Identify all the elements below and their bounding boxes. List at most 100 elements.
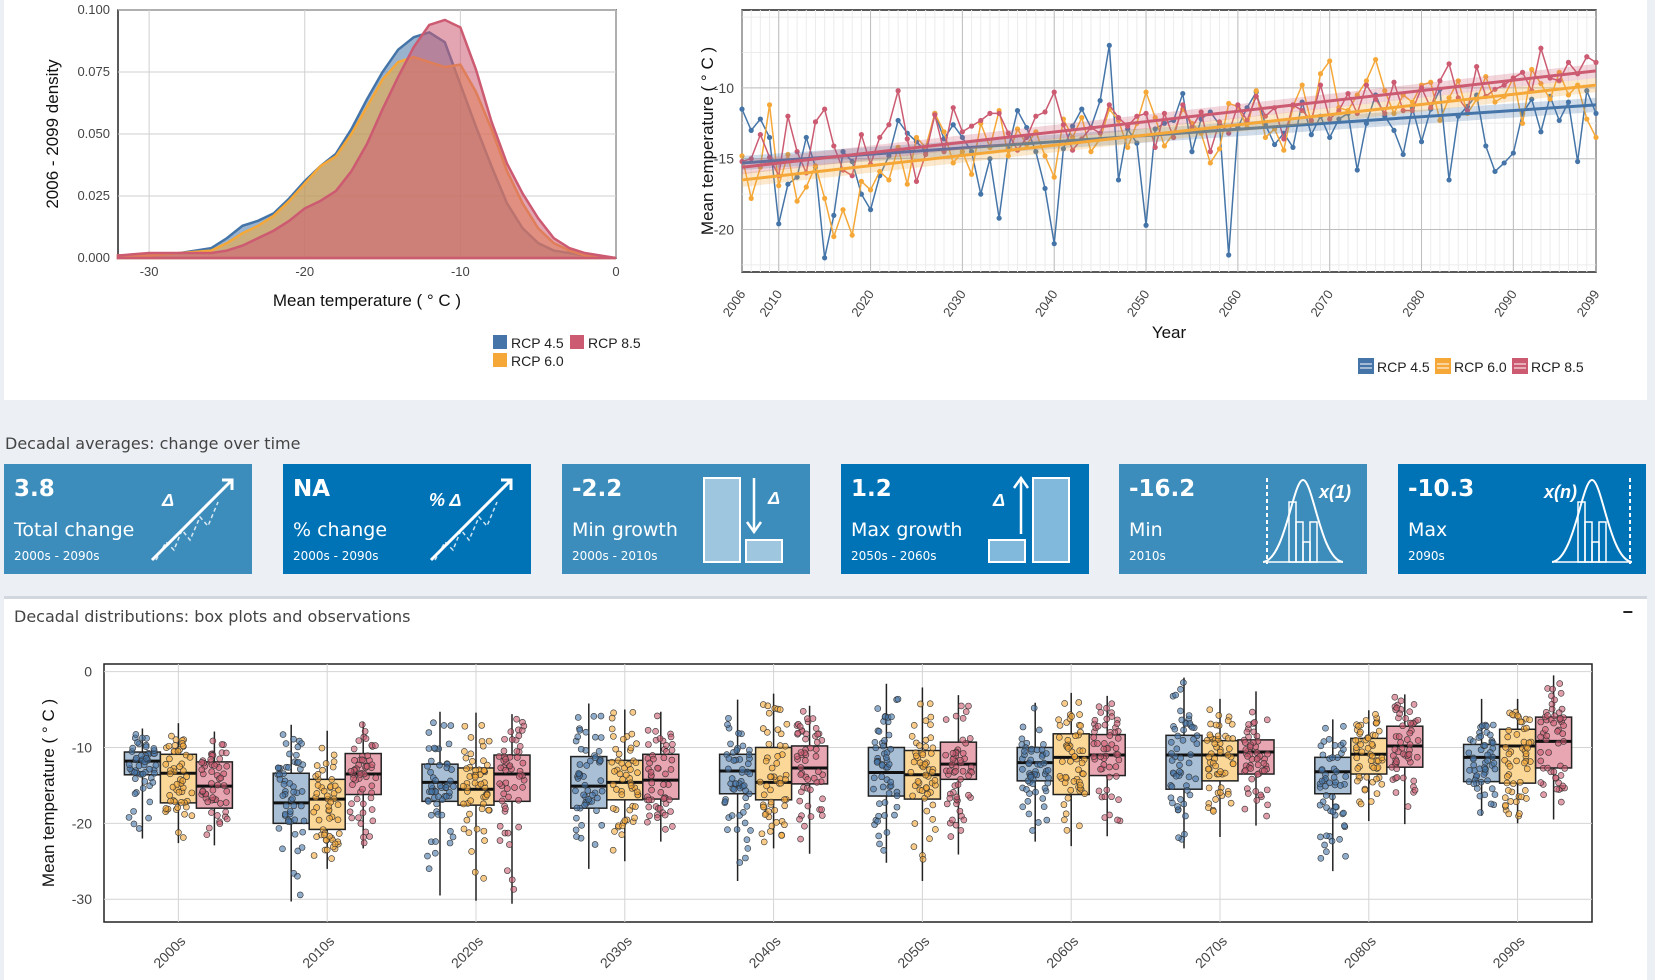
observation-point	[348, 814, 356, 822]
observation-point	[208, 809, 215, 816]
observation-point	[1253, 796, 1261, 804]
observation-point	[760, 791, 768, 799]
series-point	[1538, 129, 1544, 135]
value-box-period: 2000s - 2090s	[293, 549, 379, 563]
observation-point	[520, 722, 528, 730]
observation-point	[505, 793, 512, 801]
observation-point	[139, 785, 147, 792]
observation-point	[616, 770, 624, 778]
series-point	[1327, 116, 1333, 122]
observation-point	[1241, 739, 1249, 746]
observation-point	[1177, 686, 1184, 693]
observation-point	[1331, 742, 1339, 749]
y-tick-label: 0.075	[77, 64, 110, 79]
observation-point	[1501, 794, 1509, 801]
observation-point	[1514, 712, 1521, 720]
observation-point	[1168, 750, 1175, 757]
observation-point	[1342, 852, 1349, 860]
observation-point	[1393, 758, 1400, 765]
observation-point	[965, 702, 972, 710]
observation-point	[186, 754, 194, 761]
series-point	[1327, 58, 1333, 64]
observation-point	[746, 770, 754, 778]
observation-point	[1561, 765, 1569, 772]
observation-point	[146, 798, 154, 806]
observation-point	[1501, 756, 1508, 764]
observation-point	[328, 776, 336, 783]
observation-point	[1090, 734, 1098, 741]
observation-point	[362, 735, 370, 742]
observation-point	[1375, 727, 1383, 735]
observation-point	[1245, 721, 1252, 728]
observation-point	[1056, 773, 1064, 780]
observation-point	[763, 782, 770, 790]
series-point	[831, 143, 837, 149]
observation-point	[1244, 752, 1251, 760]
observation-point	[876, 800, 883, 808]
collapse-button[interactable]: −	[1622, 602, 1633, 622]
series-point	[1336, 107, 1342, 114]
x-tick-label: 2010s	[299, 933, 337, 971]
observation-point	[1064, 736, 1072, 744]
observation-point	[356, 771, 364, 778]
observation-point	[888, 713, 895, 721]
observation-point	[771, 806, 779, 814]
observation-point	[480, 757, 487, 764]
observation-point	[959, 715, 967, 722]
observation-point	[181, 810, 188, 818]
series-point	[1455, 78, 1461, 84]
observation-point	[1402, 715, 1409, 722]
observation-point	[608, 714, 616, 722]
observation-point	[929, 768, 936, 776]
decadal-distributions-panel: Decadal distributions: box plots and obs…	[4, 596, 1647, 980]
series-point	[1538, 81, 1544, 87]
observation-point	[910, 721, 918, 729]
observation-point	[286, 750, 293, 758]
observation-point	[329, 763, 337, 771]
observation-point	[645, 741, 652, 748]
observation-point	[1316, 801, 1324, 809]
observation-point	[1544, 764, 1551, 772]
value-box-value: -16.2	[1129, 476, 1196, 502]
value-box-max: -10.3 Max 2090s x(n)	[1398, 464, 1646, 574]
observation-point	[1205, 753, 1213, 761]
observation-point	[618, 759, 626, 767]
observation-point	[813, 738, 821, 746]
observation-point	[431, 744, 438, 752]
observation-point	[1212, 721, 1220, 729]
observation-point	[572, 826, 580, 834]
series-point	[895, 88, 901, 94]
observation-point	[593, 807, 600, 814]
observation-point	[1021, 747, 1028, 755]
observation-point	[1173, 745, 1181, 753]
observation-point	[1502, 801, 1509, 809]
observation-point	[1106, 811, 1113, 819]
observation-point	[425, 798, 432, 805]
observation-point	[217, 774, 225, 782]
observation-point	[424, 762, 431, 770]
value-box-total-change: 3.8 Total change 2000s - 2090s Δ	[4, 464, 252, 574]
observation-point	[1227, 799, 1235, 807]
observation-point	[1484, 777, 1491, 784]
observation-point	[595, 747, 603, 755]
observation-point	[1091, 716, 1099, 724]
observation-point	[211, 762, 218, 769]
observation-point	[1552, 774, 1559, 782]
observation-point	[346, 808, 354, 816]
observation-point	[298, 844, 306, 851]
observation-point	[1112, 744, 1120, 752]
observation-point	[141, 778, 149, 785]
observation-point	[1114, 751, 1122, 758]
series-point	[886, 122, 892, 128]
series-point	[1042, 153, 1048, 159]
observation-point	[573, 814, 580, 822]
observation-point	[134, 739, 141, 746]
observation-point	[275, 825, 283, 832]
observation-point	[661, 811, 669, 819]
observation-point	[946, 794, 954, 802]
series-point	[1336, 116, 1342, 122]
observation-point	[959, 767, 967, 775]
legend-label: RCP 8.5	[588, 335, 641, 351]
observation-point	[1340, 809, 1347, 817]
observation-point	[634, 769, 641, 776]
